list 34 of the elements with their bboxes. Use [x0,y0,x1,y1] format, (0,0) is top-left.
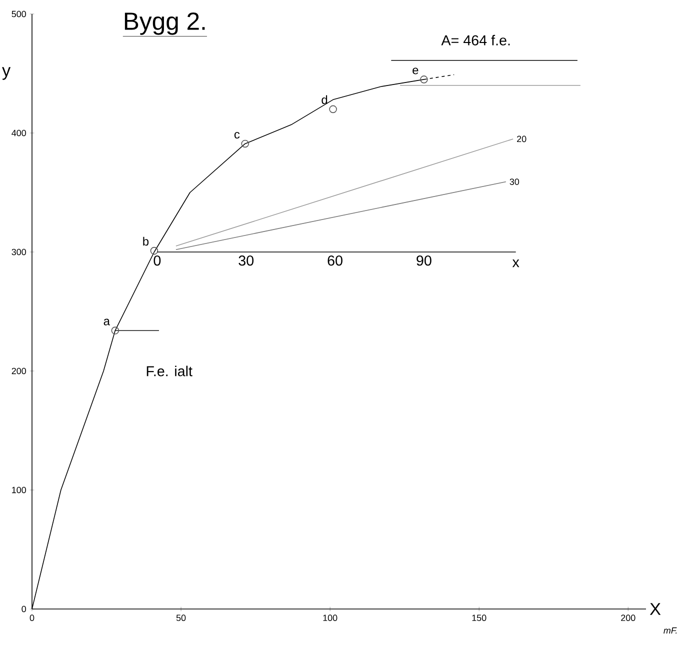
x-tick-label: 150 [472,614,486,621]
x-tick-label: 200 [621,614,636,621]
data-label: b [143,236,149,246]
chart-title: Bygg 2. [124,12,205,35]
y-tick-label: 300 [12,248,26,256]
y-tick-label: 0 [22,606,26,612]
y-axis-title: y [2,67,11,80]
series-label: 30 [510,178,520,185]
point [420,76,428,84]
x2-axis-title: x [512,260,520,268]
y-tick-label: 200 [12,368,26,374]
point [329,105,337,114]
annotation: F.e. ialt [146,366,192,376]
annotation: A= 464 f.e. [441,34,510,46]
data-label: c [234,132,240,139]
text: mF. [664,627,677,634]
x2-tick-label: 0 [154,256,161,266]
x-axis-title: X [650,603,661,615]
data-label: d [322,95,328,104]
data-label: e [412,68,418,74]
data-label: a [104,318,110,326]
y-tick-label: 500 [12,10,26,18]
y-tick-label: 100 [12,486,26,494]
x2-tick-label: 30 [238,256,254,266]
x2-tick-label: 60 [328,256,342,266]
x-tick-label: 100 [323,614,338,621]
x-tick-label: 50 [176,614,186,621]
point [111,326,120,334]
x-tick-label: 0 [30,614,34,621]
x2-tick-label: 90 [416,256,432,266]
point [150,246,158,255]
series-label: 20 [517,136,526,142]
y-tick-label: 400 [12,130,26,136]
point [241,140,249,148]
